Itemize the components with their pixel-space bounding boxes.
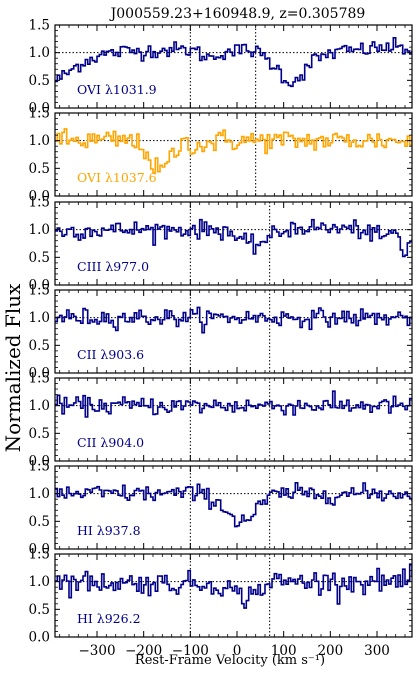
y-tick-label: 0.0: [29, 630, 50, 646]
x-tick-label: −200: [125, 643, 162, 659]
y-tick-label: 1.0: [29, 222, 50, 238]
y-tick-label: 0.5: [29, 426, 50, 442]
panels-group: 0.0 0.5 1.0 1.5 OVI λ1031.9 0.0 0.5 1.0 1.5 OVI λ…: [29, 18, 413, 659]
spectrum-line: [55, 218, 412, 258]
panel-frame: [54, 24, 413, 109]
panel-frame: [54, 553, 413, 638]
spectrum-panel: 0.0 0.5 1.0 1.5 HI λ937.8: [29, 459, 413, 558]
y-tick-label: 1.0: [29, 133, 50, 149]
y-tick-label: 1.0: [29, 574, 50, 590]
spectrum-line: [55, 482, 412, 528]
y-tick-label: 1.5: [29, 547, 50, 563]
y-tick-label: 0.5: [29, 161, 50, 177]
y-tick-label: 0.0: [29, 278, 50, 294]
spectrum-panel: 0.0 0.5 1.0 1.5 OVI λ1031.9: [29, 18, 413, 117]
panel-ion-label: OVI λ1037.6: [77, 170, 157, 185]
panel-ion-label: CIII λ977.0: [77, 259, 149, 274]
x-tick-label: −300: [78, 643, 115, 659]
x-tick-label: 300: [364, 643, 390, 659]
y-tick-label: 1.0: [29, 398, 50, 414]
y-tick-label: 1.5: [29, 18, 50, 34]
panel-ion-label: HI λ926.2: [77, 611, 141, 626]
x-tick-label: −100: [172, 643, 209, 659]
y-tick-label: 0.0: [29, 542, 50, 558]
panel-ion-label: OVI λ1031.9: [77, 82, 157, 97]
x-tick-label: 200: [317, 643, 343, 659]
panel-frame: [54, 289, 413, 374]
figure-title: J000559.23+160948.9, z=0.305789: [109, 6, 366, 22]
x-tick-label: 100: [271, 643, 297, 659]
panel-ion-label: CII λ904.0: [77, 435, 144, 450]
y-tick-label: 0.0: [29, 101, 50, 117]
y-tick-label: 1.5: [29, 371, 50, 387]
panel-frame: [54, 112, 413, 197]
y-tick-label: 0.0: [29, 366, 50, 382]
panel-frame: [54, 377, 413, 462]
spectrum-line: [55, 563, 412, 609]
y-tick-label: 0.5: [29, 514, 50, 530]
y-tick-label: 0.0: [29, 454, 50, 470]
y-tick-label: 1.5: [29, 283, 50, 299]
y-tick-label: 1.0: [29, 45, 50, 61]
y-tick-label: 0.5: [29, 250, 50, 266]
spectrum-panel: 0.0 0.5 1.0 1.5 CIII λ977.0: [29, 195, 413, 294]
spectrum-panel: 0.0 0.5 1.0 1.5 CII λ904.0: [29, 371, 413, 470]
panel-ion-label: CII λ903.6: [77, 347, 144, 362]
y-tick-label: 1.5: [29, 195, 50, 211]
y-tick-label: 1.0: [29, 310, 50, 326]
panel-frame: [54, 465, 413, 550]
spectrum-line: [55, 306, 412, 334]
y-tick-label: 1.5: [29, 459, 50, 475]
x-tick-label: 0: [233, 643, 242, 659]
spectrum-line: [55, 390, 412, 418]
x-axis-label: Rest-Frame Velocity (km s⁻¹): [135, 653, 325, 668]
y-tick-label: 1.5: [29, 106, 50, 122]
y-tick-label: 0.5: [29, 602, 50, 618]
y-tick-label: 1.0: [29, 486, 50, 502]
y-tick-label: 0.5: [29, 338, 50, 354]
panel-ion-label: HI λ937.8: [77, 523, 141, 538]
spectrum-panel: 0.0 0.5 1.0 1.5 OVI λ1037.6: [29, 106, 413, 205]
y-tick-label: 0.5: [29, 73, 50, 89]
y-tick-label: 0.0: [29, 189, 50, 205]
spectrum-line: [55, 37, 412, 88]
spectrum-panel: 0.0 0.5 1.0 1.5 CII λ903.6: [29, 283, 413, 382]
y-axis-label: Normalized Flux: [1, 283, 25, 452]
spectrum-panel: 0.0 0.5 1.0 1.5 HI λ926.2 −300 −200 −100 0 100 200…: [29, 547, 413, 659]
spectrum-line: [55, 128, 412, 174]
panel-frame: [54, 201, 413, 286]
